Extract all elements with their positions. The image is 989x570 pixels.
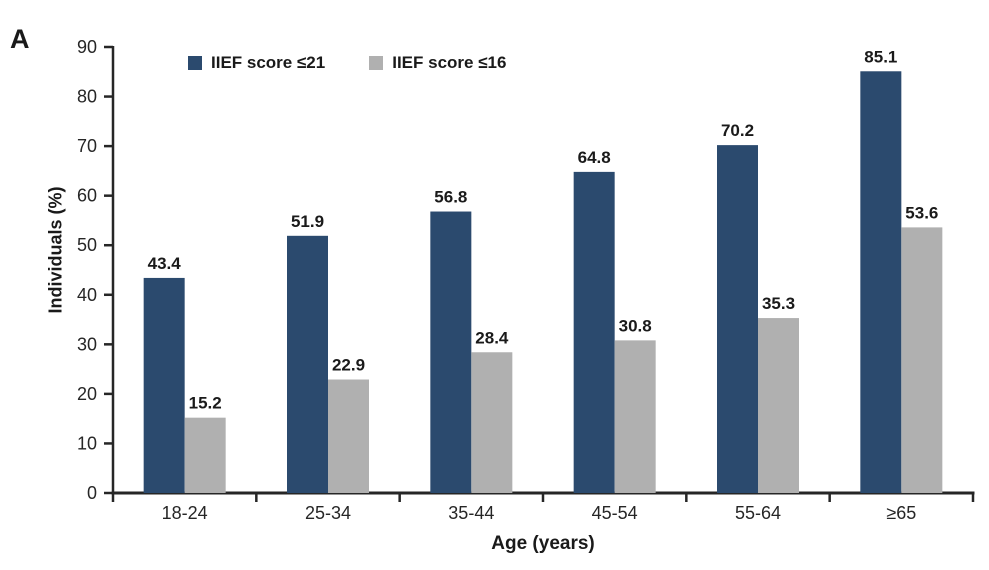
bar-value-label: 70.2 — [721, 121, 754, 140]
y-tick-label: 70 — [77, 136, 97, 156]
bar — [184, 417, 226, 493]
panel-label: A — [10, 24, 30, 54]
y-tick-label: 30 — [77, 334, 97, 354]
bar — [471, 352, 513, 493]
bar-value-label: 30.8 — [619, 316, 652, 335]
y-tick-label: 10 — [77, 433, 97, 453]
bar-value-label: 43.4 — [148, 254, 182, 273]
x-tick-label: ≥65 — [886, 503, 916, 523]
bar-value-label: 51.9 — [291, 212, 324, 231]
bar — [143, 277, 185, 493]
y-axis-title: Individuals (%) — [45, 186, 66, 314]
legend-item-iief-16: IIEF score ≤16 — [369, 53, 506, 73]
bar-value-label: 28.4 — [475, 328, 509, 347]
x-tick-label: 55-64 — [735, 503, 781, 523]
bar-value-label: 85.1 — [864, 47, 897, 66]
bar — [860, 71, 902, 493]
bar — [758, 318, 799, 493]
bar — [430, 211, 472, 493]
y-tick-label: 80 — [77, 87, 97, 107]
x-tick-label: 45-54 — [592, 503, 638, 523]
bar — [573, 171, 615, 493]
bar — [717, 145, 758, 493]
bar — [901, 227, 943, 494]
legend-swatch-iief-21 — [188, 56, 202, 70]
x-tick-label: 18-24 — [162, 503, 208, 523]
legend: IIEF score ≤21 IIEF score ≤16 — [188, 53, 506, 73]
bar — [287, 235, 328, 493]
bar-value-label: 64.8 — [578, 148, 611, 167]
x-tick-label: 25-34 — [305, 503, 351, 523]
x-axis-title: Age (years) — [491, 533, 595, 554]
y-tick-label: 50 — [77, 235, 97, 255]
legend-swatch-iief-16 — [369, 56, 384, 70]
bar-value-label: 22.9 — [332, 356, 365, 375]
bar-value-label: 56.8 — [434, 188, 467, 207]
legend-label-iief-16: IIEF score ≤16 — [392, 53, 507, 72]
legend-label-iief-21: IIEF score ≤21 — [211, 53, 326, 72]
bar-value-label: 15.2 — [189, 394, 222, 413]
y-tick-label: 90 — [77, 37, 97, 57]
y-tick-label: 40 — [77, 285, 97, 305]
bar — [614, 340, 656, 493]
x-tick-label: 35-44 — [448, 503, 494, 523]
bar-value-label: 35.3 — [762, 294, 795, 313]
legend-item-iief-21: IIEF score ≤21 — [188, 53, 325, 73]
y-tick-label: 60 — [77, 186, 97, 206]
bar-value-label: 53.6 — [905, 203, 938, 222]
bar — [328, 379, 369, 493]
y-tick-label: 20 — [77, 384, 97, 404]
y-tick-label: 0 — [87, 483, 97, 503]
